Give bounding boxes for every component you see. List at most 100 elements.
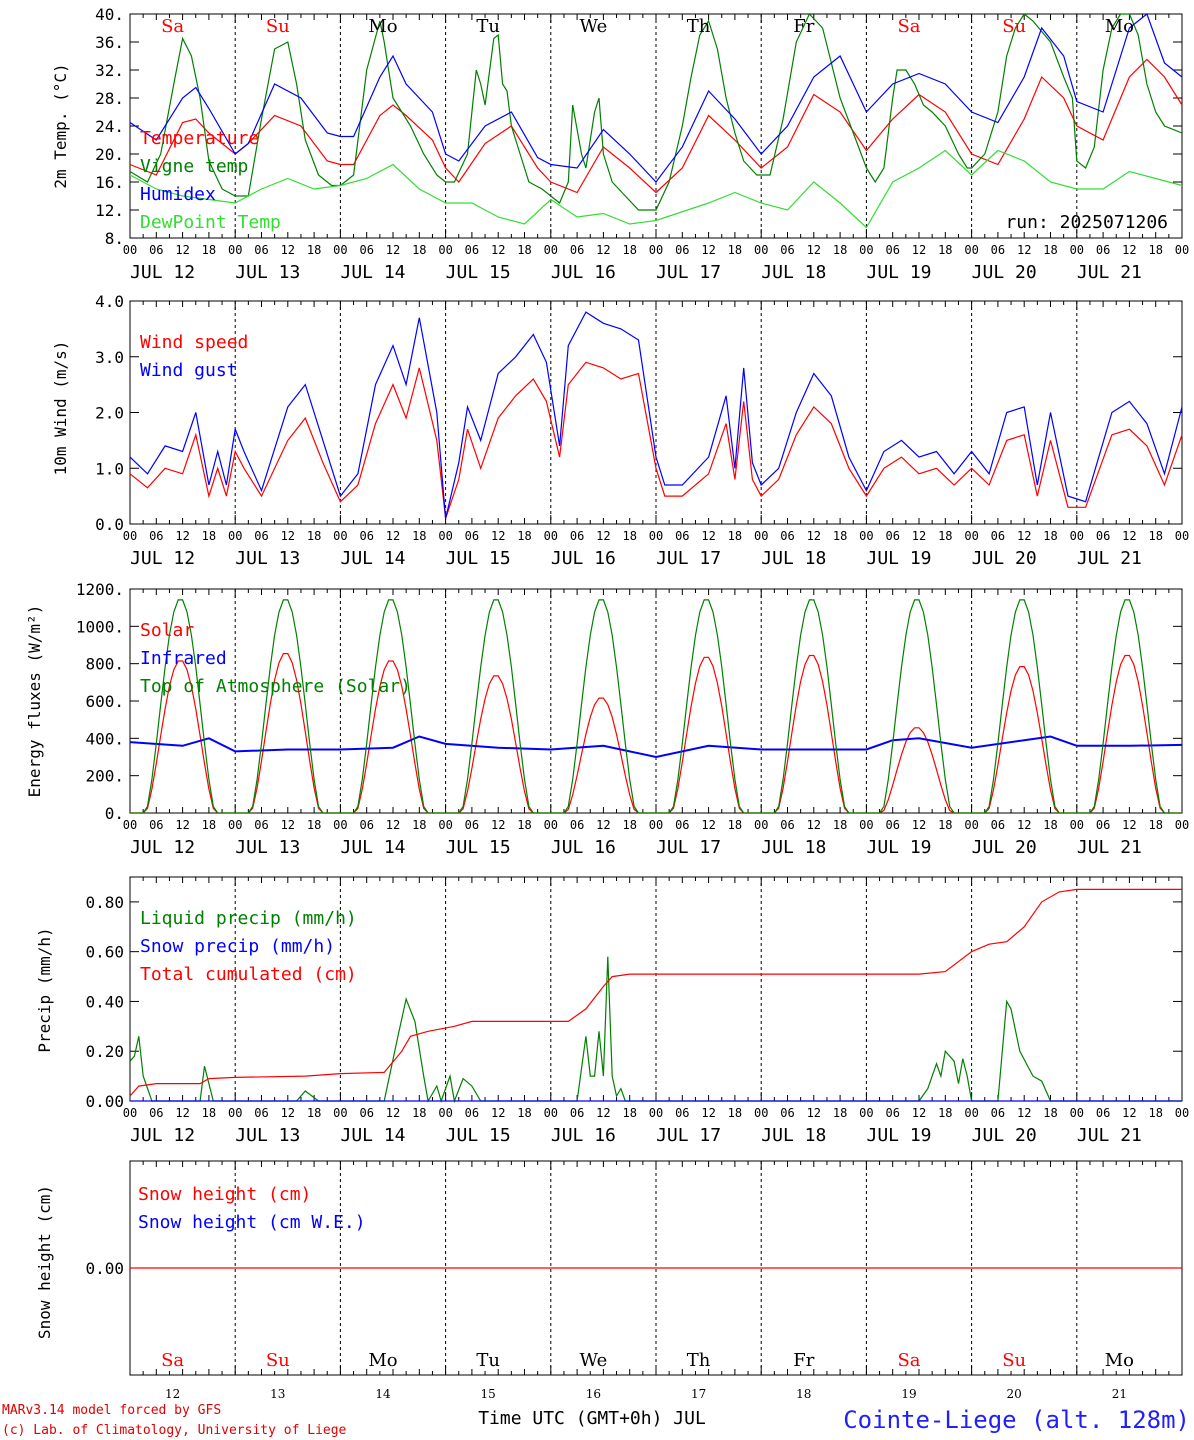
x-tick-label: 12	[1122, 529, 1136, 543]
series-line-infrared	[129, 735, 1183, 759]
x-tick-label: 06	[675, 818, 689, 832]
x-tick-label: 12	[491, 529, 505, 543]
day-number: 12	[165, 1387, 180, 1401]
y-tick-label: 1200.	[76, 580, 124, 599]
x-tick-label: 12	[491, 1106, 505, 1120]
date-label: JUL 14	[340, 837, 405, 858]
x-tick-label: 00	[333, 529, 347, 543]
y-tick-label: 0.	[105, 804, 124, 823]
x-tick-label: 06	[254, 1106, 268, 1120]
x-tick-label: 00	[123, 1106, 137, 1120]
x-tick-label: 18	[1043, 529, 1057, 543]
date-label: JUL 18	[761, 837, 826, 858]
x-tick-label: 00	[1175, 818, 1189, 832]
y-tick-label: 12.	[95, 201, 124, 220]
x-tick-label: 00	[1070, 529, 1084, 543]
x-tick-label: 06	[465, 529, 479, 543]
series-line-humidex	[129, 13, 1183, 183]
x-tick-label: 00	[859, 818, 873, 832]
date-label: JUL 12	[130, 837, 195, 858]
x-tick-label: 18	[202, 818, 216, 832]
x-tick-label: 12	[386, 529, 400, 543]
x-tick-label: 12	[807, 1106, 821, 1120]
date-label: JUL 18	[761, 548, 826, 569]
x-tick-label: 00	[438, 529, 452, 543]
x-tick-label: 18	[517, 529, 531, 543]
day-of-week-top: Th	[687, 16, 711, 37]
x-tick-label: 06	[570, 243, 584, 257]
day-of-week-top: Sa	[897, 16, 920, 37]
series-line-wind-gust	[129, 311, 1183, 519]
date-label: JUL 13	[235, 548, 300, 569]
x-tick-label: 18	[728, 1106, 742, 1120]
x-tick-label: 18	[202, 243, 216, 257]
x-tick-label: 12	[912, 818, 926, 832]
x-tick-label: 06	[675, 529, 689, 543]
date-label: JUL 18	[761, 1125, 826, 1146]
y-tick-label: 400.	[85, 729, 124, 748]
x-tick-label: 18	[833, 243, 847, 257]
date-label: JUL 16	[551, 1125, 616, 1146]
x-tick-label: 00	[859, 529, 873, 543]
x-tick-label: 18	[833, 818, 847, 832]
date-label: JUL 17	[656, 1125, 721, 1146]
date-label: JUL 20	[972, 1125, 1037, 1146]
x-tick-label: 12	[491, 818, 505, 832]
x-tick-label: 18	[1148, 243, 1162, 257]
x-tick-label: 06	[780, 243, 794, 257]
x-tick-label: 00	[1175, 1106, 1189, 1120]
x-tick-label: 18	[517, 1106, 531, 1120]
day-of-week-top: Mo	[1105, 16, 1134, 37]
series-line-temperature	[129, 58, 1183, 194]
x-tick-label: 12	[175, 1106, 189, 1120]
date-label: JUL 13	[235, 1125, 300, 1146]
x-tick-label: 00	[859, 1106, 873, 1120]
x-tick-label: 12	[701, 1106, 715, 1120]
x-tick-label: 00	[544, 818, 558, 832]
x-tick-label: 00	[754, 818, 768, 832]
x-tick-label: 18	[307, 529, 321, 543]
y-tick-label: 24.	[95, 117, 124, 136]
day-number: 20	[1007, 1387, 1022, 1401]
x-tick-label: 06	[1096, 529, 1110, 543]
date-label: JUL 12	[130, 1125, 195, 1146]
x-tick-label: 12	[1122, 1106, 1136, 1120]
date-label: JUL 15	[446, 837, 511, 858]
date-label: JUL 19	[866, 262, 931, 283]
x-tick-label: 00	[1070, 243, 1084, 257]
series-line-dewpoint-temp	[129, 149, 1183, 229]
x-tick-label: 18	[412, 818, 426, 832]
y-tick-label: 0.60	[85, 943, 124, 962]
day-of-week-bottom: Mo	[1105, 1350, 1134, 1371]
day-of-week-top: Su	[266, 16, 290, 37]
x-tick-label: 00	[649, 243, 663, 257]
x-tick-label: 12	[1017, 818, 1031, 832]
y-tick-label: 3.0	[95, 348, 124, 367]
x-tick-label: 06	[149, 818, 163, 832]
x-tick-label: 00	[228, 1106, 242, 1120]
day-of-week-top: We	[580, 16, 608, 37]
date-label: JUL 20	[972, 262, 1037, 283]
x-tick-label: 12	[1017, 529, 1031, 543]
y-tick-label: 4.0	[95, 292, 124, 311]
x-tick-label: 00	[333, 243, 347, 257]
date-label: JUL 18	[761, 262, 826, 283]
x-tick-label: 06	[149, 1106, 163, 1120]
date-label: JUL 13	[235, 262, 300, 283]
series-line-liquid-precip-mm-h-	[129, 956, 1182, 1104]
date-label: JUL 16	[551, 548, 616, 569]
panel-frame-2	[129, 588, 1183, 814]
y-tick-label: 32.	[95, 61, 124, 80]
x-tick-label: 06	[149, 243, 163, 257]
date-label: JUL 15	[446, 1125, 511, 1146]
x-tick-label: 12	[1017, 243, 1031, 257]
x-tick-label: 00	[228, 243, 242, 257]
y-tick-label: 28.	[95, 89, 124, 108]
x-tick-label: 18	[1043, 1106, 1057, 1120]
x-tick-label: 00	[333, 1106, 347, 1120]
x-tick-label: 12	[175, 243, 189, 257]
y-tick-label: 0.40	[85, 992, 124, 1011]
day-of-week-bottom: We	[580, 1350, 608, 1371]
x-tick-label: 06	[885, 818, 899, 832]
y-tick-label: 600.	[85, 692, 124, 711]
